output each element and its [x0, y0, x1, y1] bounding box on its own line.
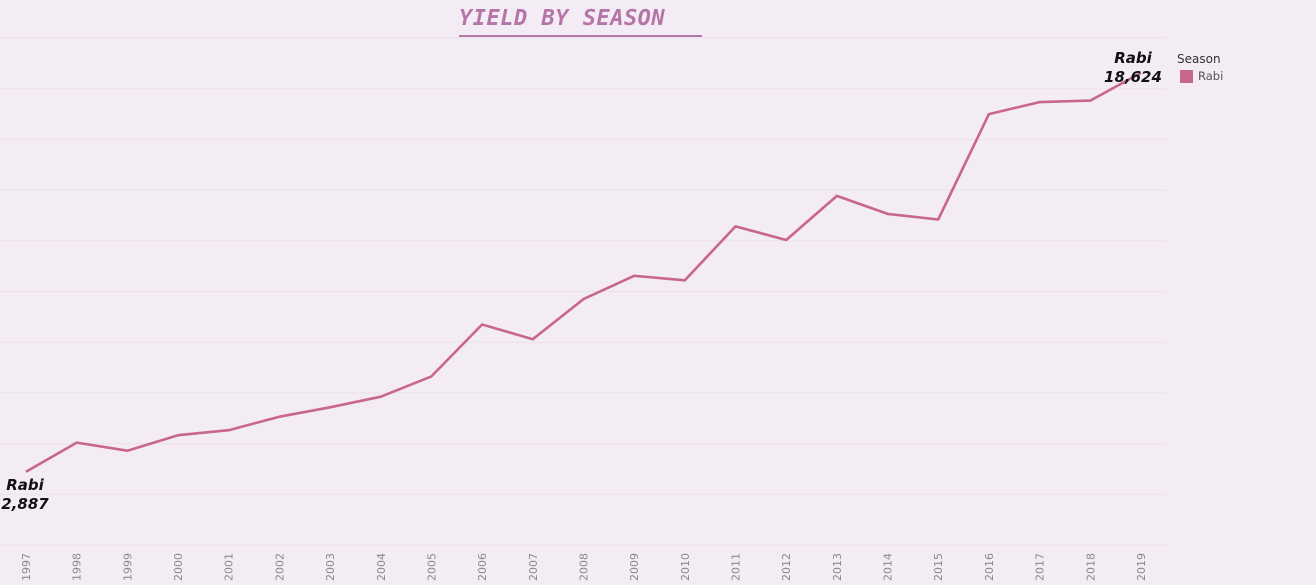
annotation-label: Rabi: [1114, 49, 1152, 67]
gridlines: [0, 37, 1167, 546]
data-point[interactable]: [935, 217, 941, 223]
x-tick-label: 2001: [223, 553, 236, 581]
data-point[interactable]: [327, 404, 333, 410]
x-tick-label: 2012: [780, 553, 793, 581]
data-point[interactable]: [124, 448, 130, 454]
x-tick-label: 2017: [1034, 553, 1047, 581]
data-point[interactable]: [276, 414, 282, 420]
data-point[interactable]: [885, 211, 891, 217]
data-point[interactable]: [479, 321, 485, 327]
x-tick-label: 2010: [679, 553, 692, 581]
series-lines: [23, 71, 1142, 475]
x-tick-label: 2006: [476, 553, 489, 581]
data-point[interactable]: [631, 273, 637, 279]
x-tick-label: 2008: [577, 553, 590, 581]
annotation-value: 2,887: [1, 495, 49, 513]
data-point[interactable]: [226, 427, 232, 433]
x-tick-label: 2018: [1084, 553, 1097, 581]
x-tick-label: 2005: [425, 553, 438, 581]
data-point[interactable]: [682, 277, 688, 283]
x-tick-label: 2013: [831, 553, 844, 581]
x-tick-label: 2007: [527, 553, 540, 581]
legend-label: Rabi: [1198, 69, 1224, 83]
annotation-label: Rabi: [6, 476, 44, 494]
x-axis-ticks: 1997 1998 1999 2000 2001 2002 2003 2004 2005 2006…: [20, 553, 1148, 581]
data-point[interactable]: [530, 336, 536, 342]
x-tick-label: 2014: [882, 553, 895, 581]
x-tick-label: 1999: [121, 553, 134, 581]
data-point[interactable]: [986, 111, 992, 117]
x-tick-label: 2011: [730, 553, 743, 581]
plot-area: [0, 46, 1167, 545]
data-point[interactable]: [783, 237, 789, 243]
x-tick-label: 2000: [172, 553, 185, 581]
x-tick-label: 2003: [324, 553, 337, 581]
x-tick-label: 2019: [1135, 553, 1148, 581]
x-tick-label: 2002: [273, 553, 286, 581]
data-point[interactable]: [834, 193, 840, 199]
data-point[interactable]: [1037, 99, 1043, 105]
series-line-rabi[interactable]: [25, 71, 1142, 473]
data-point[interactable]: [1087, 98, 1093, 104]
data-point[interactable]: [74, 440, 80, 446]
x-tick-label: 1998: [71, 553, 84, 581]
x-tick-label: 2015: [932, 553, 945, 581]
annotation-value: 18,624: [1104, 68, 1162, 86]
data-point[interactable]: [378, 394, 384, 400]
x-tick-label: 1997: [20, 553, 33, 581]
chart-title: YIELD BY SEASON: [459, 6, 666, 31]
data-point[interactable]: [175, 432, 181, 438]
data-point[interactable]: [23, 469, 29, 475]
legend-swatch: [1180, 69, 1193, 83]
x-tick-label: 2016: [983, 553, 996, 581]
x-tick-label: 2004: [375, 553, 388, 581]
legend-item-rabi[interactable]: Rabi: [1180, 69, 1223, 83]
legend-title: Season: [1177, 52, 1221, 66]
data-point[interactable]: [580, 296, 586, 302]
data-point[interactable]: [733, 223, 739, 229]
title-underline: [459, 35, 702, 37]
x-tick-label: 2009: [628, 553, 641, 581]
data-point[interactable]: [428, 373, 434, 379]
